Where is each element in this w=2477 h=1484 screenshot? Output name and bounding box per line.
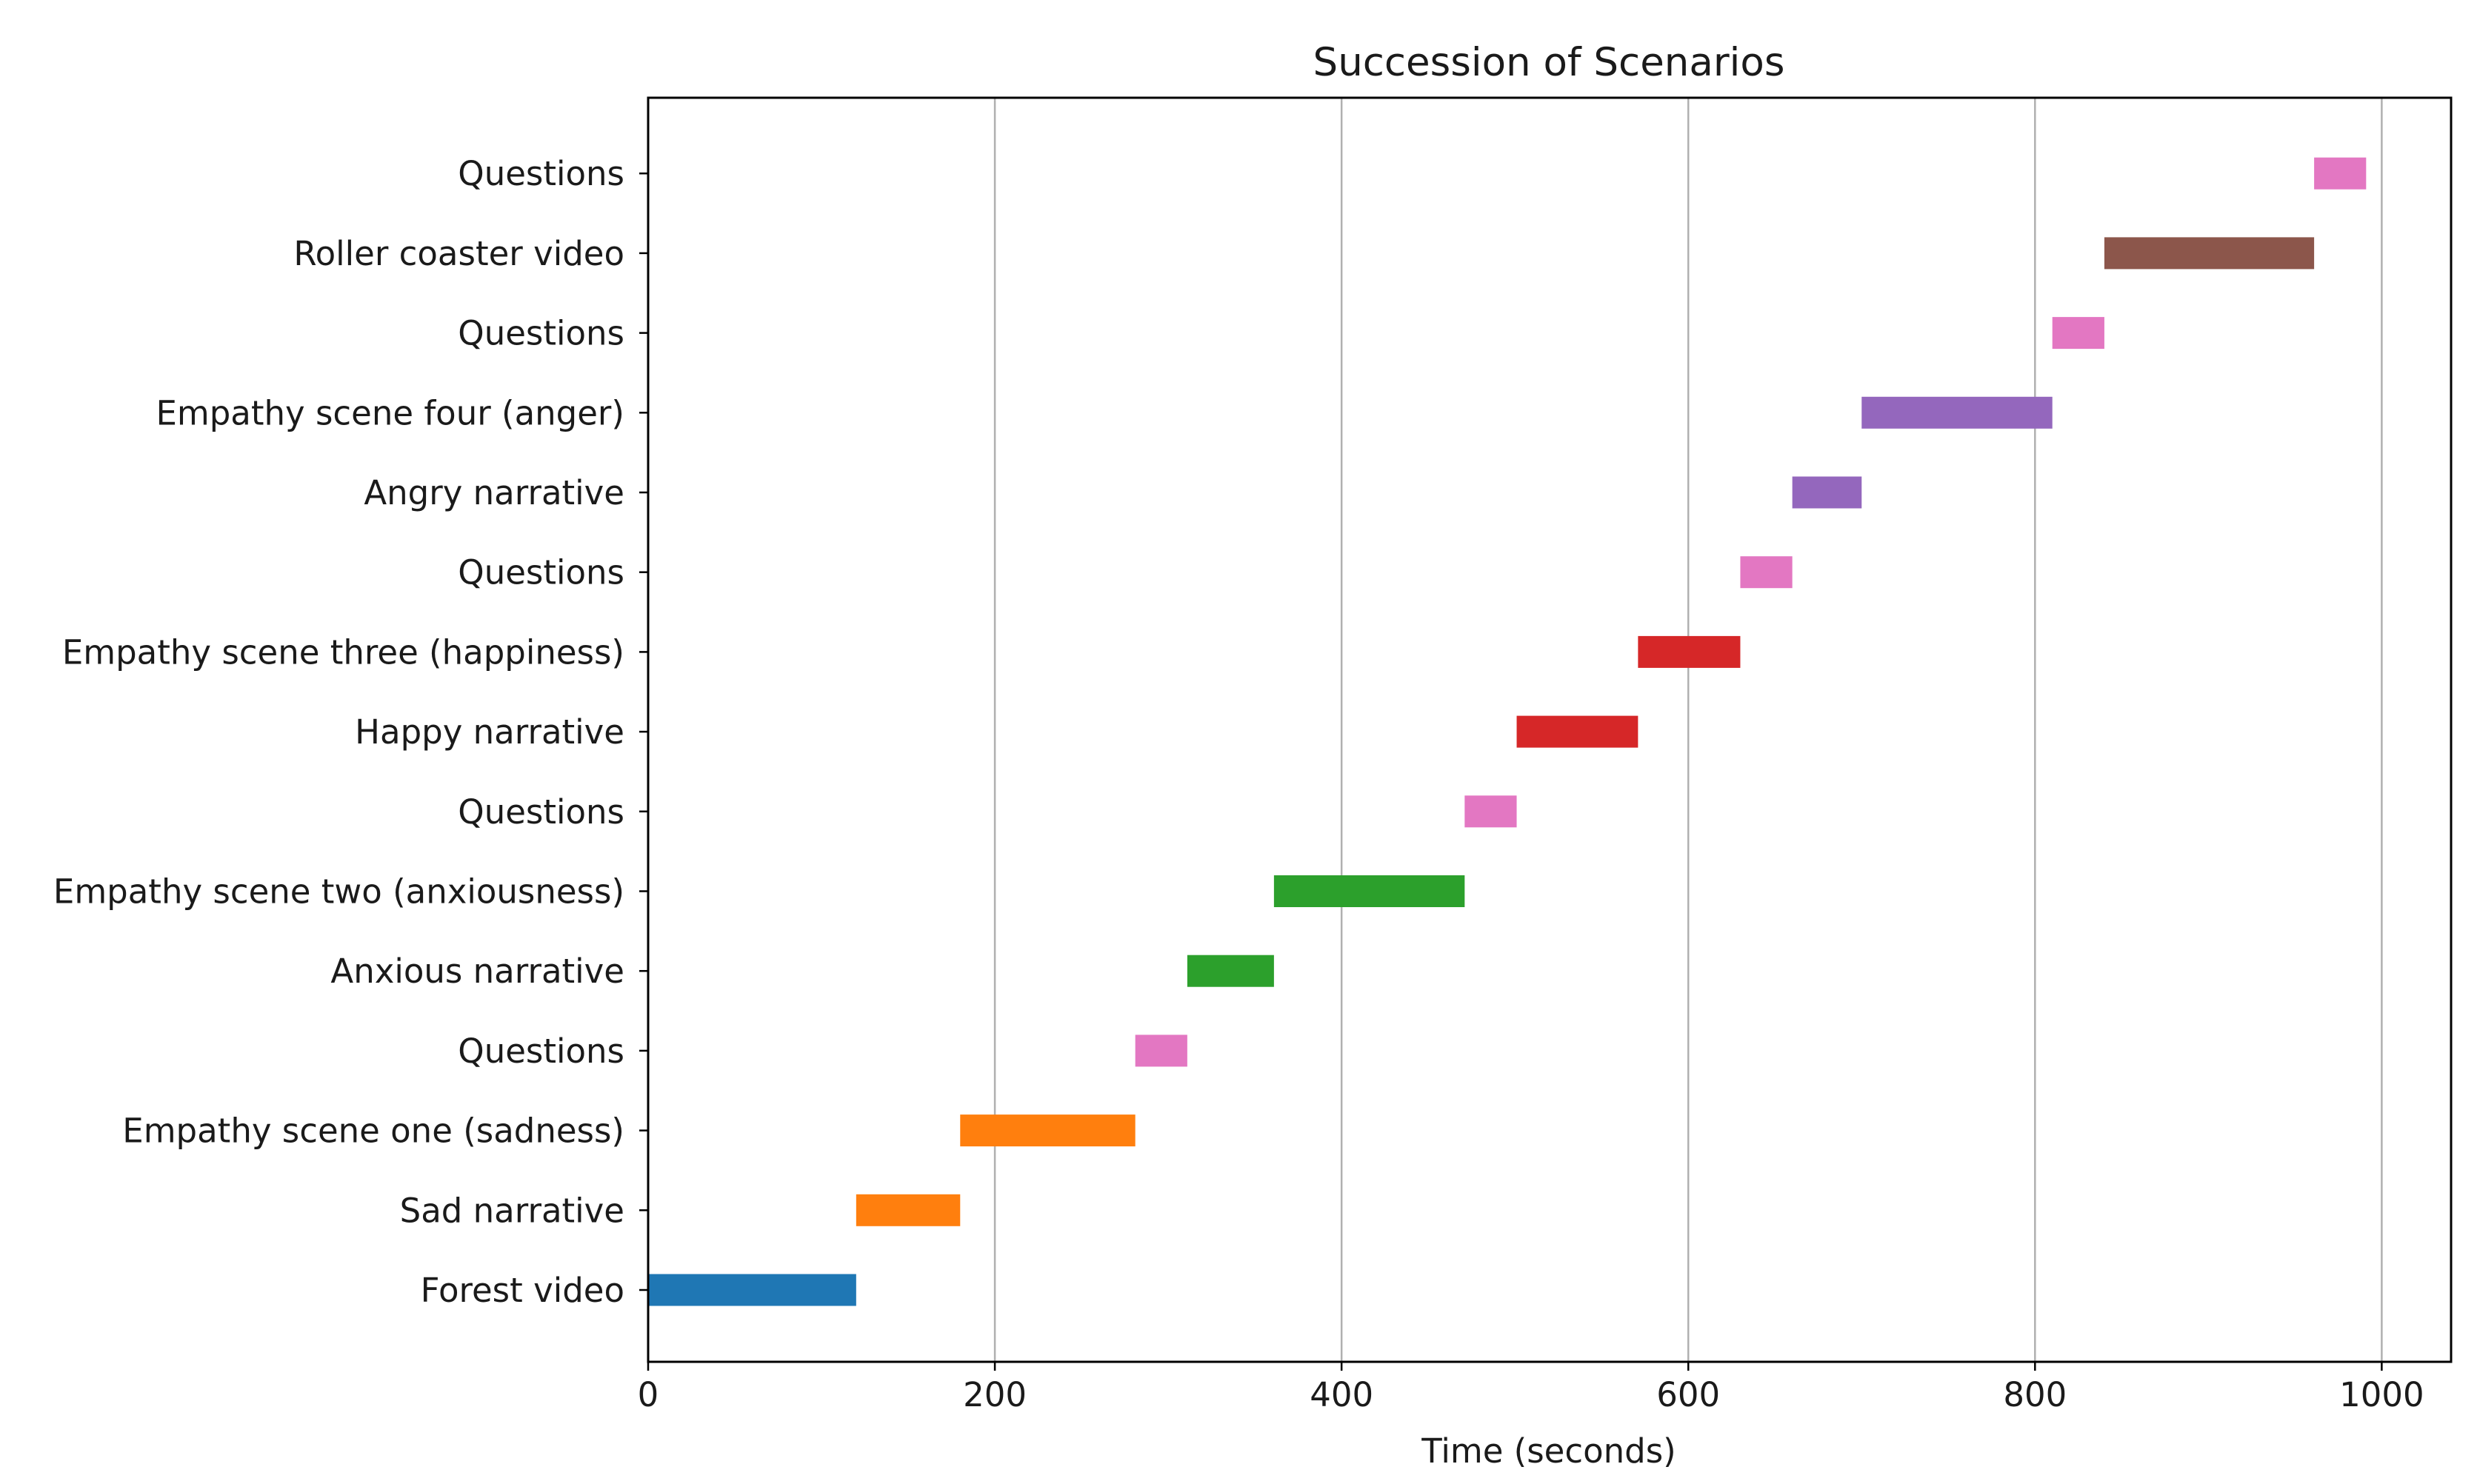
scenario-bar <box>1861 396 2053 429</box>
scenario-bar <box>960 1114 1136 1147</box>
y-tick-label: Empathy scene four (anger) <box>156 393 624 432</box>
scenario-bar <box>2104 237 2315 270</box>
scenario-bar <box>1638 635 1741 668</box>
scenario-bar <box>2314 157 2367 190</box>
y-tick-label: Anxious narrative <box>330 952 624 991</box>
x-tick-label: 800 <box>2003 1375 2067 1414</box>
scenario-bar <box>1187 955 1274 987</box>
scenario-bar <box>1135 1035 1187 1067</box>
plot-frame <box>647 96 2453 1363</box>
x-axis-ticks: 0 200 400 600 800 1000 <box>638 1362 2424 1414</box>
scenario-bar <box>1516 715 1638 748</box>
x-tick-label: 0 <box>638 1375 659 1414</box>
y-tick-label: Sad narrative <box>400 1191 624 1230</box>
y-tick-label: Empathy scene two (anxiousness) <box>53 872 624 912</box>
y-tick-label: Forest video <box>421 1271 624 1310</box>
y-tick-label: Questions <box>458 154 624 193</box>
scenario-bar <box>1792 476 1862 509</box>
x-tick-label: 600 <box>1656 1375 1720 1414</box>
y-tick-label: Questions <box>458 1032 624 1071</box>
y-tick-label: Questions <box>458 314 624 353</box>
y-tick-label: Empathy scene one (sadness) <box>122 1112 624 1151</box>
scenario-bar <box>856 1194 961 1226</box>
y-tick-label: Empathy scene three (happiness) <box>62 632 624 672</box>
y-tick-label: Questions <box>458 553 624 592</box>
x-axis-label: Time (seconds) <box>1421 1431 1676 1471</box>
bar-layer <box>648 157 2367 1306</box>
scenario-bar <box>1273 875 1465 907</box>
y-tick-label: Angry narrative <box>364 473 624 512</box>
y-tick-label: Happy narrative <box>355 712 624 752</box>
x-tick-label: 400 <box>1310 1375 1373 1414</box>
chart-title: Succession of Scenarios <box>1313 40 1785 85</box>
y-tick-label: Questions <box>458 792 624 832</box>
scenario-bar <box>1740 556 1793 589</box>
grid-layer <box>647 98 2383 1362</box>
scenario-bar <box>1464 795 1517 828</box>
y-axis-ticks: Forest video Sad narrative Empathy scene o… <box>53 154 648 1310</box>
scenario-bar <box>648 1274 856 1306</box>
x-tick-label: 200 <box>963 1375 1027 1414</box>
y-tick-label: Roller coaster video <box>293 234 624 273</box>
x-tick-label: 1000 <box>2339 1375 2424 1414</box>
scenario-bar <box>2052 317 2104 350</box>
